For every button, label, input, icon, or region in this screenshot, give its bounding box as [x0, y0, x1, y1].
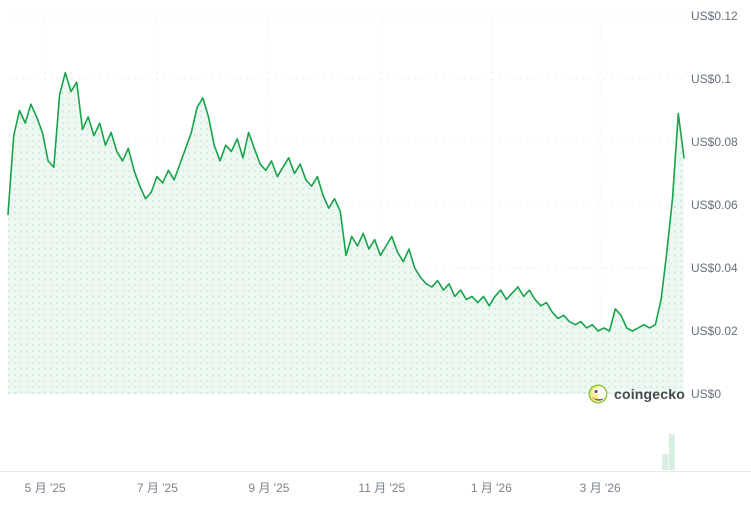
x-axis-label: 11 月 '25	[358, 481, 406, 495]
price-line	[7, 71, 685, 332]
coingecko-watermark-label: coingecko	[613, 386, 685, 402]
y-axis-label: US$0.1	[691, 72, 732, 86]
price-area-fill	[8, 72, 684, 394]
axis-divider	[0, 471, 751, 472]
y-axis-label: US$0.06	[691, 198, 738, 212]
x-axis-label: 5 月 '25	[24, 481, 66, 495]
coingecko-watermark: coingecko	[588, 384, 685, 404]
coingecko-logo-icon	[588, 384, 608, 404]
y-axis-label: US$0.12	[691, 9, 738, 23]
x-axis-label: 3 月 '26	[579, 481, 621, 495]
x-axis-label: 9 月 '25	[248, 481, 290, 495]
y-axis-label: US$0.02	[691, 324, 738, 338]
x-axis-label: 1 月 '26	[470, 481, 512, 495]
x-axis-label: 7 月 '25	[136, 481, 178, 495]
volume-bar	[668, 434, 675, 470]
y-axis-label: US$0.08	[691, 135, 738, 149]
volume-bar	[662, 453, 669, 470]
y-axis-label: US$0.04	[691, 261, 738, 275]
y-axis-label: US$0	[691, 387, 722, 401]
